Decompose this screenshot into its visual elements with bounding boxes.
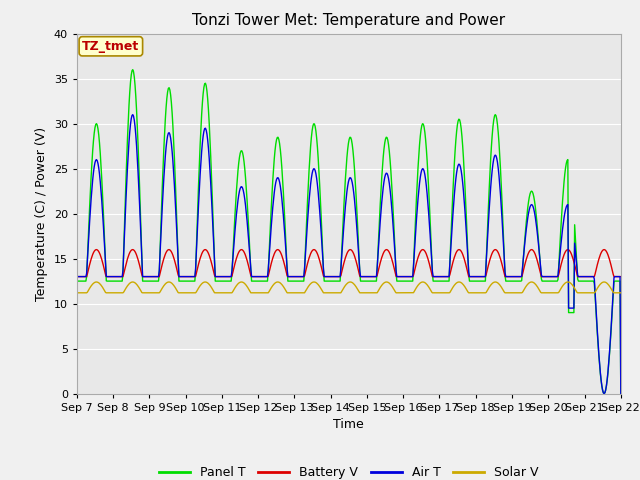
- Battery V: [194, 264, 202, 270]
- Text: TZ_tmet: TZ_tmet: [82, 40, 140, 53]
- Line: Panel T: Panel T: [77, 70, 621, 394]
- Battery V: [564, 247, 572, 252]
- Air T: [83, 270, 90, 276]
- Battery V: [431, 274, 438, 279]
- Battery V: [83, 274, 90, 279]
- Battery V: [415, 252, 422, 258]
- Line: Battery V: Battery V: [77, 250, 621, 276]
- Title: Tonzi Tower Met: Temperature and Power: Tonzi Tower Met: Temperature and Power: [192, 13, 506, 28]
- Panel T: [83, 274, 90, 279]
- Solar V: [617, 290, 625, 296]
- Panel T: [73, 278, 81, 284]
- Battery V: [73, 274, 81, 279]
- Solar V: [431, 290, 438, 296]
- Panel T: [223, 278, 231, 284]
- Air T: [140, 274, 147, 279]
- Solar V: [83, 290, 90, 296]
- Panel T: [195, 180, 202, 186]
- Air T: [617, 391, 625, 396]
- Line: Air T: Air T: [77, 115, 621, 394]
- Air T: [431, 274, 439, 279]
- Battery V: [617, 274, 625, 279]
- Air T: [73, 274, 81, 279]
- Air T: [416, 180, 424, 186]
- Solar V: [139, 290, 147, 296]
- Panel T: [140, 278, 147, 284]
- Panel T: [129, 67, 136, 72]
- Air T: [195, 200, 202, 206]
- Solar V: [194, 287, 202, 292]
- Y-axis label: Temperature (C) / Power (V): Temperature (C) / Power (V): [35, 127, 48, 300]
- X-axis label: Time: Time: [333, 418, 364, 431]
- Panel T: [416, 142, 424, 147]
- Air T: [129, 112, 136, 118]
- Line: Solar V: Solar V: [77, 282, 621, 293]
- Solar V: [564, 279, 572, 285]
- Solar V: [415, 281, 422, 287]
- Battery V: [139, 274, 147, 279]
- Battery V: [223, 274, 230, 279]
- Air T: [223, 274, 231, 279]
- Solar V: [223, 290, 230, 296]
- Panel T: [617, 391, 625, 396]
- Legend: Panel T, Battery V, Air T, Solar V: Panel T, Battery V, Air T, Solar V: [154, 461, 544, 480]
- Solar V: [73, 290, 81, 296]
- Panel T: [431, 278, 439, 284]
